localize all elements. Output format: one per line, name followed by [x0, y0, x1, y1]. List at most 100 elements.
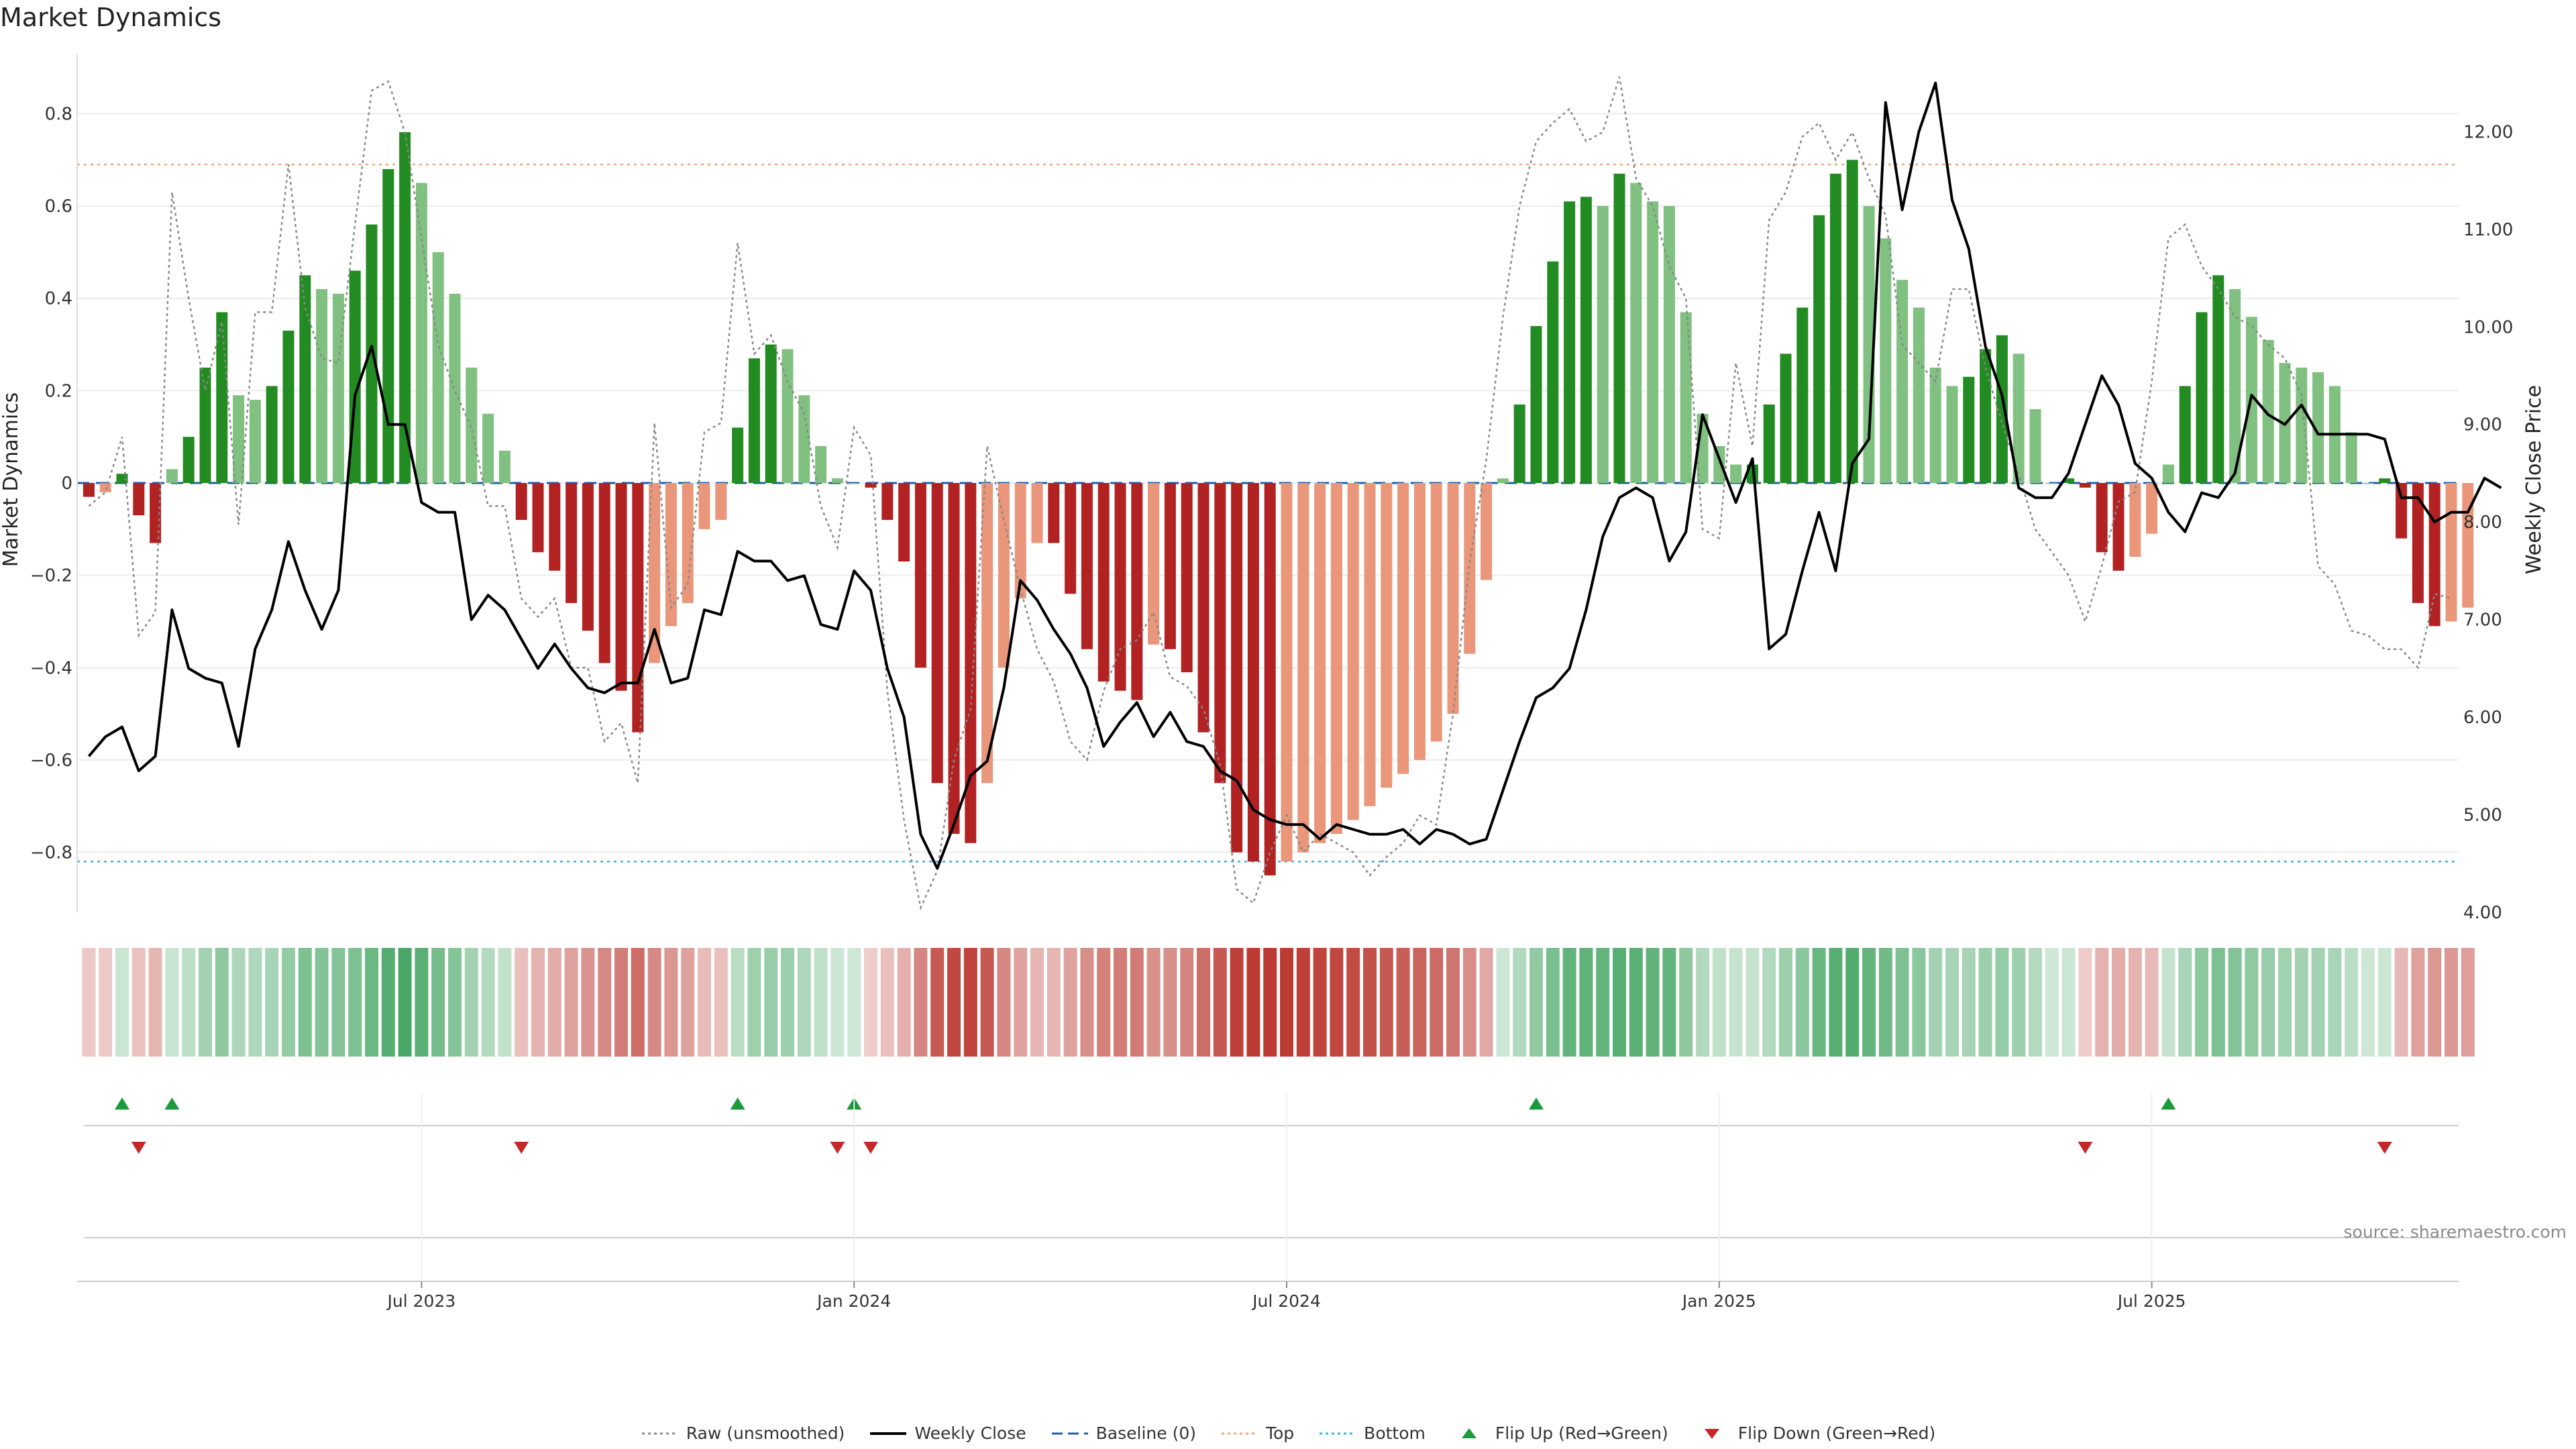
regime-cell — [581, 948, 595, 1057]
triangle-up-icon — [1461, 1428, 1477, 1438]
regime-cell — [1213, 948, 1227, 1057]
regime-cell — [947, 948, 961, 1057]
md-bar — [1413, 483, 1426, 760]
flip-up-marker — [164, 1097, 180, 1110]
regime-cell — [1862, 948, 1876, 1057]
regime-cell — [2078, 948, 2092, 1057]
md-bar — [1680, 312, 1692, 483]
md-bar — [1913, 307, 1925, 483]
md-bar — [1813, 215, 1825, 483]
regime-cell — [231, 948, 246, 1057]
regime-cell — [1280, 948, 1293, 1057]
regime-cell — [2461, 948, 2475, 1057]
md-bar — [366, 224, 378, 483]
y2-tick-label: 11.00 — [2463, 220, 2513, 240]
flip-down-marker — [863, 1142, 878, 1154]
regime-cell — [547, 948, 561, 1057]
regime-cell — [2345, 948, 2359, 1057]
md-bar — [1896, 280, 1909, 483]
md-bar — [632, 483, 644, 733]
md-bar — [732, 427, 744, 483]
regime-cell — [1962, 948, 1976, 1057]
regime-cell — [1430, 948, 1444, 1057]
md-bar — [1796, 307, 1809, 483]
bars — [83, 131, 2474, 875]
md-bar — [1530, 326, 1542, 483]
md-bar — [2096, 483, 2108, 553]
md-bar — [2146, 483, 2158, 534]
regime-cell — [398, 948, 412, 1057]
y2-tick-label: 7.00 — [2463, 610, 2502, 631]
regime-cell — [498, 948, 512, 1057]
triangle-down-icon — [1704, 1428, 1719, 1439]
regime-cell — [1696, 948, 1709, 1057]
y2-tick-label: 9.00 — [2463, 415, 2502, 435]
regime-cell — [698, 948, 711, 1057]
regime-cell — [864, 948, 877, 1057]
regime-cell — [2245, 948, 2259, 1057]
regime-cell — [614, 948, 628, 1057]
md-bar — [831, 478, 843, 483]
md-bar — [133, 483, 145, 516]
regime-cell — [2311, 948, 2325, 1057]
md-bar — [2362, 483, 2374, 484]
y-tick-label: 0.6 — [45, 197, 72, 217]
md-bar — [2063, 478, 2075, 483]
md-bar — [2262, 339, 2274, 483]
regime-cell — [2161, 948, 2176, 1057]
regime-cell — [1396, 948, 1410, 1057]
md-bar — [1197, 483, 1210, 733]
md-bar — [848, 483, 860, 484]
md-bar — [1031, 483, 1043, 543]
flip-down-marker — [2377, 1142, 2392, 1154]
regime-cell — [1829, 948, 1843, 1057]
regime-cell — [148, 948, 162, 1057]
regime-cell — [131, 948, 146, 1057]
y-axis-label: Market Dynamics — [0, 392, 23, 568]
md-bar — [1131, 483, 1143, 700]
md-bar — [566, 483, 578, 603]
regime-cell — [781, 948, 794, 1057]
regime-cell — [365, 948, 378, 1057]
md-bar — [432, 252, 444, 483]
md-bar — [382, 169, 394, 483]
md-bar — [316, 288, 328, 483]
md-bar — [466, 367, 478, 483]
md-bar — [682, 483, 694, 603]
regime-cell — [1080, 948, 1094, 1057]
y2-tick-label: 4.00 — [2463, 903, 2502, 923]
md-bar — [981, 483, 994, 784]
flip-up-marker — [730, 1097, 745, 1110]
y-tick-label: 0.4 — [45, 289, 72, 309]
regime-cell — [2228, 948, 2242, 1057]
md-bar — [1181, 483, 1193, 673]
md-bar — [2129, 483, 2141, 557]
flip-markers — [84, 1097, 2459, 1154]
flip-down-marker — [830, 1142, 845, 1154]
md-bar — [1829, 173, 1841, 483]
md-bar — [1564, 201, 1576, 483]
regime-cell — [1845, 948, 1860, 1057]
md-bar — [2296, 367, 2308, 483]
md-bar — [881, 483, 894, 521]
md-bar — [1081, 483, 1093, 649]
md-bar — [1946, 386, 1958, 483]
md-bar — [415, 182, 427, 483]
regime-cell — [348, 948, 362, 1057]
regime-cell — [298, 948, 312, 1057]
md-bar — [2012, 354, 2025, 483]
md-bar — [216, 312, 228, 483]
regime-cell — [2029, 948, 2042, 1057]
regime-cell — [1146, 948, 1161, 1057]
y-tick-label: −0.2 — [30, 566, 72, 586]
md-bar — [1164, 483, 1176, 649]
md-bar — [2412, 483, 2424, 603]
md-bar — [2162, 464, 2174, 483]
dotted-line-icon — [641, 1432, 678, 1434]
regime-cell — [2428, 948, 2442, 1057]
regime-cell — [1562, 948, 1576, 1057]
md-bar — [1597, 206, 1609, 483]
regime-cell — [1114, 948, 1127, 1057]
regime-cell — [1063, 948, 1077, 1057]
